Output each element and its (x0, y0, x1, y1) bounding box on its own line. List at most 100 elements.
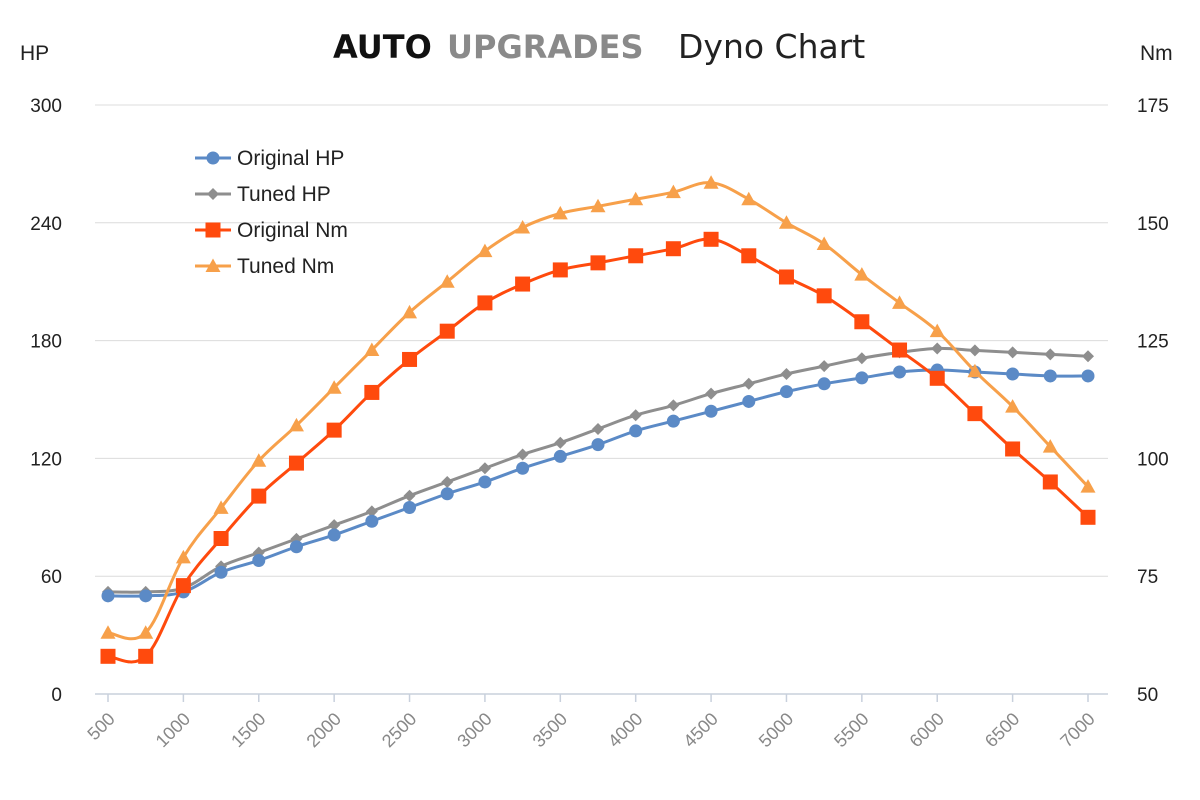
legend-swatch-marker (205, 222, 221, 238)
data-point-tuned-nm (213, 500, 229, 514)
data-point-original-nm (929, 370, 945, 386)
data-point-tuned-hp (365, 505, 378, 518)
data-point-original-hp (817, 377, 831, 391)
series-tuned-nm (100, 175, 1096, 641)
data-point-tuned-hp (705, 387, 718, 400)
data-point-tuned-hp (592, 422, 604, 435)
data-point-tuned-hp (1044, 348, 1057, 361)
data-point-tuned-hp (667, 399, 680, 412)
legend-swatch-marker (205, 258, 221, 272)
x-tick-label: 4500 (679, 709, 721, 751)
data-point-tuned-nm (778, 215, 794, 229)
legend-swatch-marker (207, 188, 219, 200)
data-point-original-hp (666, 414, 680, 428)
data-point-original-nm (138, 648, 154, 664)
series-line-tuned-nm (107, 181, 1090, 641)
data-point-tuned-nm (929, 323, 945, 338)
data-point-tuned-nm (741, 191, 757, 206)
data-point-original-hp (742, 394, 756, 408)
data-point-tuned-hp (403, 489, 416, 502)
x-tick-label: 2000 (303, 709, 345, 751)
data-point-tuned-nm (251, 453, 267, 467)
legend: Original HP Tuned HP Original Nm Tuned Nm (195, 147, 348, 278)
x-ticks: 500 1000 1500 2000 2500 3000 3500 4000 4500 5000 5… (83, 694, 1099, 751)
data-point-original-nm (477, 295, 493, 311)
data-point-original-nm (778, 269, 794, 285)
y-ticks-right: 50 75 100 125 150 175 (1137, 96, 1169, 706)
data-point-tuned-nm (477, 243, 493, 258)
data-point-tuned-nm (1005, 399, 1021, 413)
data-point-original-nm (967, 406, 983, 422)
data-point-tuned-hp (780, 367, 793, 380)
series-layer (100, 175, 1096, 664)
data-point-tuned-hp (516, 448, 529, 461)
series-original-nm (100, 231, 1096, 664)
x-tick-label: 5500 (830, 709, 872, 751)
legend-item-original-hp: Original HP (195, 147, 344, 170)
data-point-original-hp (252, 553, 266, 567)
data-point-original-nm (741, 248, 757, 264)
data-point-original-nm (251, 488, 267, 504)
data-point-tuned-nm (816, 236, 832, 251)
data-point-tuned-nm (402, 304, 418, 319)
data-point-tuned-nm (326, 380, 342, 394)
x-tick-label: 500 (83, 709, 118, 744)
x-tick-label: 7000 (1056, 709, 1098, 751)
y-tick-right-label: 50 (1137, 685, 1158, 706)
data-point-original-nm (1005, 441, 1021, 457)
data-point-original-nm (288, 455, 304, 471)
data-point-original-nm (402, 351, 418, 367)
title-brand-auto: AUTO (333, 28, 432, 66)
legend-item-original-nm: Original Nm (195, 219, 348, 242)
x-tick-label: 5000 (755, 709, 797, 751)
data-point-tuned-hp (1006, 346, 1019, 359)
x-tick-label: 2500 (378, 709, 420, 751)
data-point-tuned-nm (854, 267, 870, 281)
data-point-tuned-nm (703, 175, 719, 189)
data-point-original-hp (591, 438, 605, 452)
y-tick-left-label: 120 (30, 449, 62, 470)
data-point-original-nm (100, 648, 116, 664)
data-point-tuned-nm (439, 274, 455, 288)
data-point-tuned-nm (665, 184, 681, 199)
y-tick-left-label: 60 (41, 567, 62, 588)
y-tick-right-label: 125 (1137, 332, 1169, 353)
x-tick-label: 1000 (152, 709, 194, 751)
data-point-tuned-hp (968, 344, 981, 357)
data-point-tuned-nm (364, 342, 380, 357)
chart-title: Dyno Chart (678, 27, 865, 66)
data-point-tuned-hp (478, 462, 491, 475)
data-point-original-hp (704, 404, 718, 418)
x-tick-label: 3500 (529, 709, 571, 751)
y-tick-left-label: 180 (30, 332, 62, 353)
y-tick-right-label: 75 (1137, 567, 1158, 588)
data-point-original-hp (214, 565, 228, 579)
data-point-tuned-hp (742, 377, 755, 390)
data-point-original-nm (703, 231, 719, 247)
data-point-original-hp (1043, 369, 1057, 383)
legend-label: Tuned HP (237, 183, 331, 206)
data-point-tuned-nm (590, 198, 606, 213)
y-axis-left-label: HP (20, 42, 49, 65)
data-point-original-nm (665, 241, 681, 257)
data-point-original-nm (439, 323, 455, 339)
data-point-tuned-nm (175, 549, 191, 564)
data-point-original-hp (779, 385, 793, 399)
data-point-original-nm (175, 578, 191, 594)
data-point-original-nm (1080, 509, 1096, 525)
y-tick-right-label: 175 (1137, 96, 1169, 117)
series-original-hp (101, 363, 1095, 603)
title-brand-upgrades: UPGRADES (447, 28, 644, 66)
data-point-tuned-nm (552, 205, 568, 220)
data-point-tuned-nm (288, 417, 304, 432)
data-point-original-hp (327, 528, 341, 542)
data-point-original-nm (364, 384, 380, 400)
data-point-original-hp (403, 500, 417, 514)
data-point-original-hp (478, 475, 492, 489)
legend-label: Original HP (237, 147, 344, 170)
data-point-original-hp (139, 589, 153, 603)
data-point-tuned-hp (629, 409, 642, 422)
data-point-tuned-hp (855, 352, 868, 365)
data-point-original-nm (590, 255, 606, 271)
